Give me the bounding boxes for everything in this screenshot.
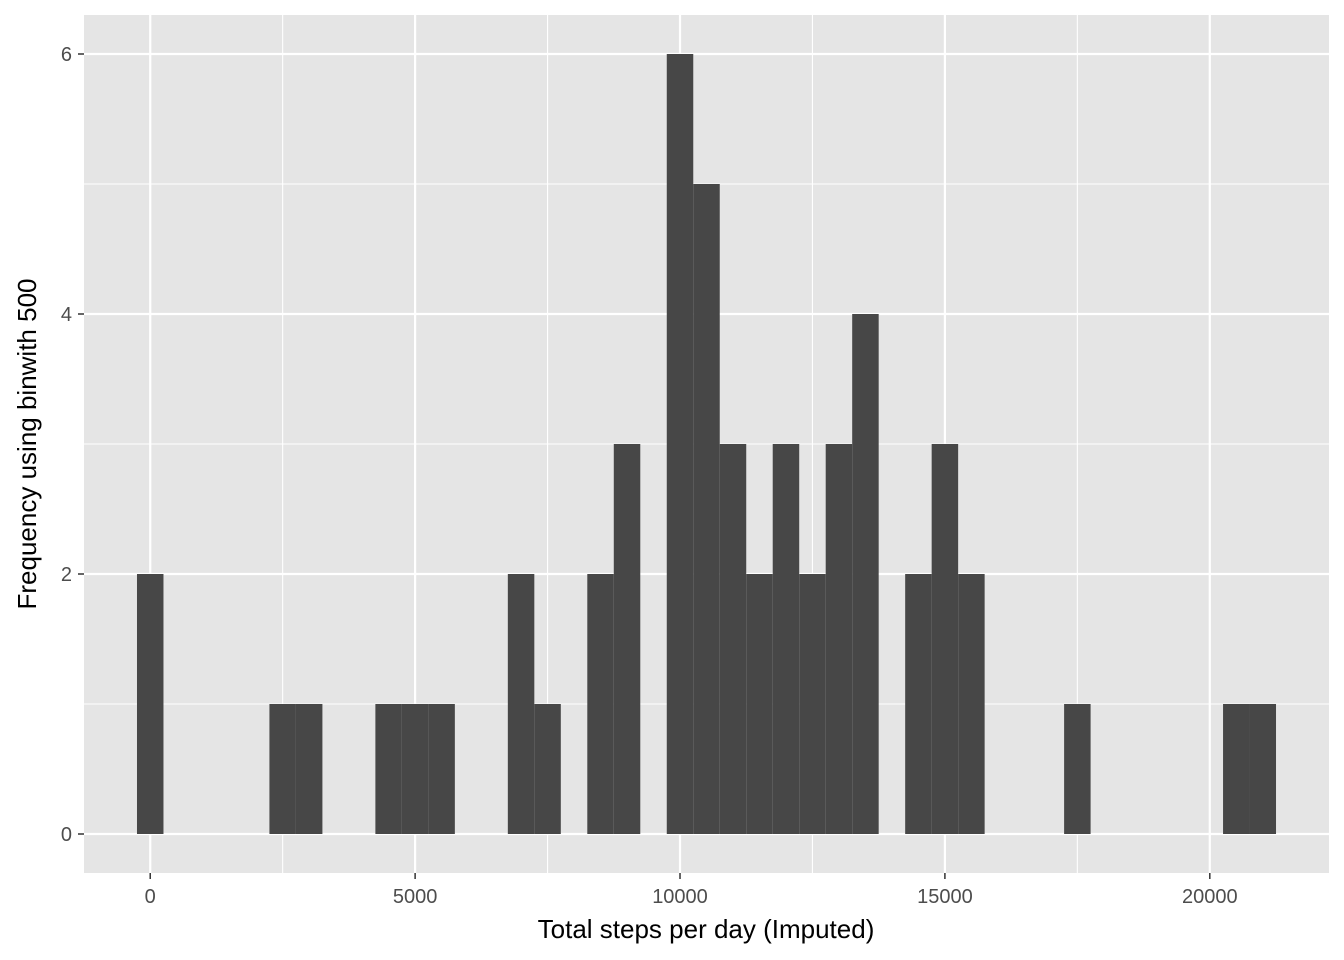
histogram-bar [375,704,402,834]
y-tick-label: 4 [61,304,72,326]
histogram-bar [746,574,773,834]
x-tick-label: 0 [145,886,156,908]
histogram-bar [534,704,561,834]
y-tick-label: 2 [61,564,72,586]
histogram-bar [666,54,694,834]
histogram-bar [799,574,826,834]
y-axis-title: Frequency using binwith 500 [12,279,42,610]
histogram-bar [295,704,323,834]
histogram-bar [852,314,879,834]
histogram-bar [693,184,720,834]
x-axis-title: Total steps per day (Imputed) [538,914,875,944]
x-tick-label: 5000 [393,886,438,908]
histogram-bar [1064,704,1091,834]
histogram-bar [587,574,614,834]
histogram-bar [269,704,296,834]
histogram-bar [401,704,429,834]
histogram-bar [136,574,164,834]
histogram-bar [507,574,535,834]
x-axis: 0 5000 10000 15000 20000 [145,873,1238,908]
y-tick-label: 0 [61,824,72,846]
y-tick-label: 6 [61,44,72,66]
histogram-bars [136,54,1277,834]
histogram-bar [958,574,985,834]
x-tick-label: 20000 [1182,886,1238,908]
histogram-bar [905,574,932,834]
y-axis: 0 2 4 6 [61,44,84,846]
histogram-bar [613,444,641,834]
histogram-bar [1249,704,1277,834]
histogram-bar [719,444,747,834]
histogram-bar [825,444,853,834]
x-tick-label: 15000 [917,886,973,908]
x-tick-label: 10000 [652,886,708,908]
histogram-bar [1223,704,1250,834]
histogram-bar [772,444,800,834]
histogram-bar [428,704,455,834]
histogram-bar [931,444,959,834]
